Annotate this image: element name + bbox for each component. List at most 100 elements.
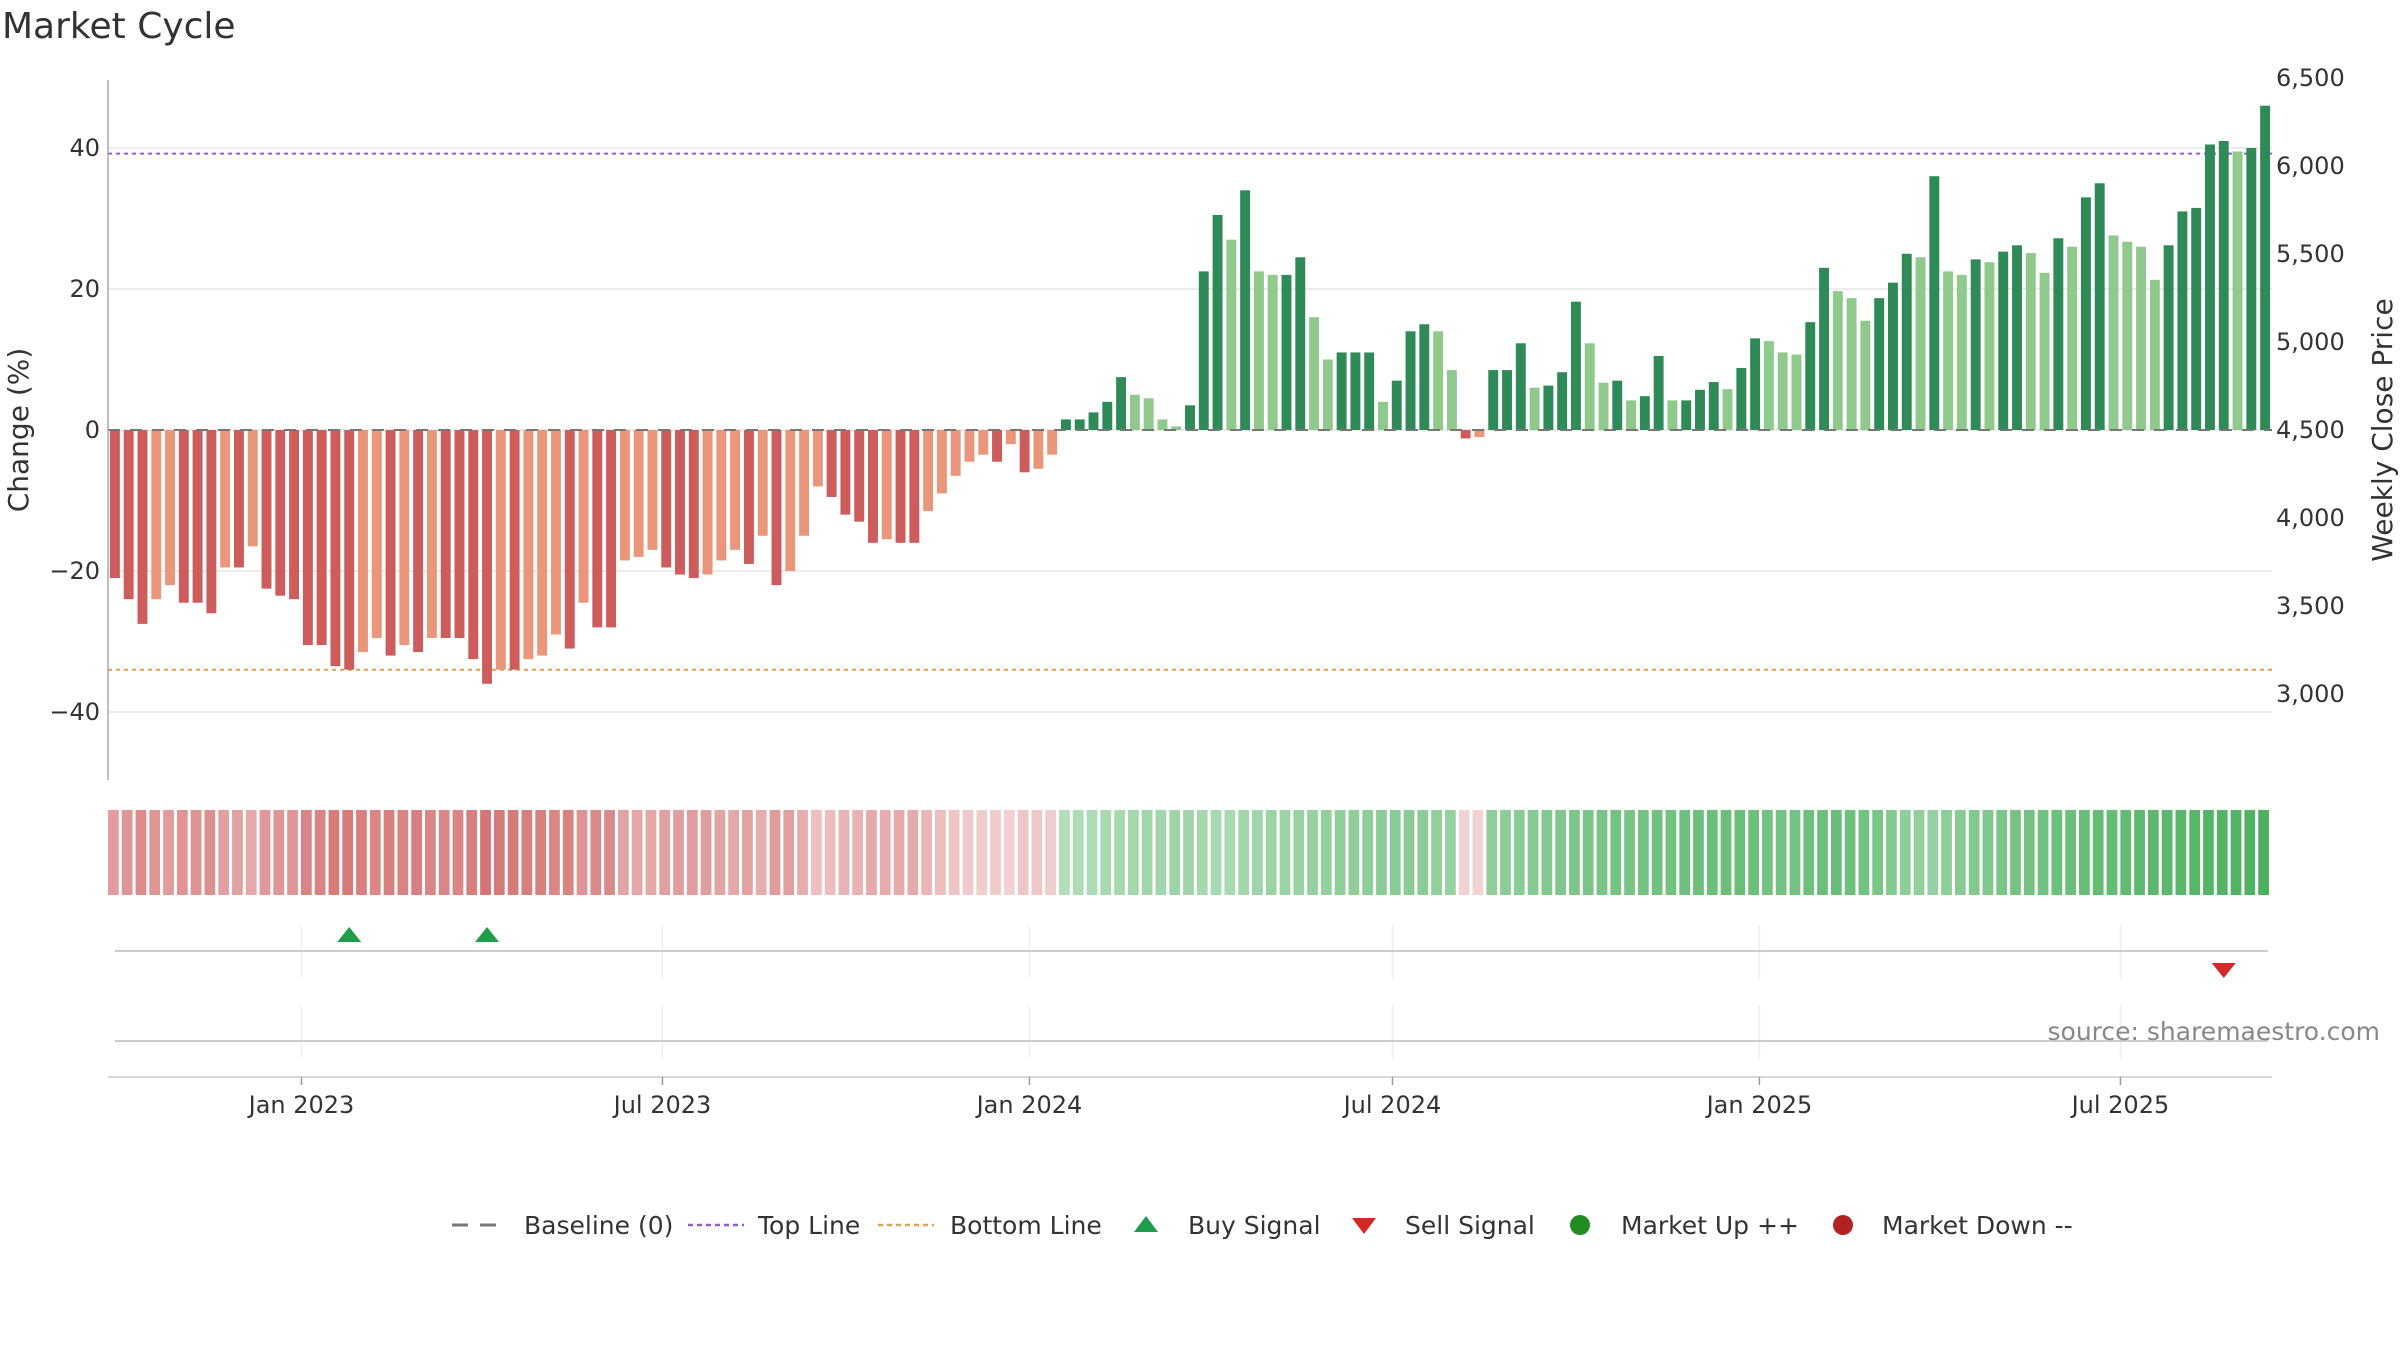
heat-cell: [1789, 810, 1801, 895]
heat-cell: [1500, 810, 1511, 895]
heat-cell: [1127, 810, 1139, 895]
bar: [2122, 241, 2133, 430]
bar: [454, 430, 465, 638]
heat-cell: [1114, 810, 1125, 895]
bar: [964, 430, 975, 462]
heat-cell: [631, 810, 643, 895]
bar: [2080, 197, 2091, 430]
bar: [647, 430, 658, 550]
bar: [1777, 352, 1788, 430]
bar: [330, 430, 341, 667]
bar: [1984, 262, 1995, 430]
bar: [1929, 176, 1940, 430]
bar: [1708, 382, 1719, 430]
bar: [1681, 400, 1692, 430]
heat-cell: [1486, 810, 1498, 895]
source-label: source: sharemaestro.com: [2048, 1017, 2381, 1046]
heat-cell: [1858, 810, 1870, 895]
heat-cell: [1665, 810, 1677, 895]
bar: [1047, 430, 1058, 455]
bar: [1626, 400, 1637, 430]
heat-cell: [300, 810, 312, 895]
heat-cell: [438, 810, 450, 895]
heat-cell: [218, 810, 230, 895]
heat-cell: [824, 810, 836, 895]
heat-cell: [1279, 810, 1291, 895]
heat-cell: [1706, 810, 1718, 895]
heat-cell: [755, 810, 767, 895]
bar: [2177, 211, 2188, 430]
heat-cell: [879, 810, 891, 895]
heat-cell: [1541, 810, 1553, 895]
heat-cell: [1169, 810, 1181, 895]
heat-cell: [2134, 810, 2145, 895]
bar: [1419, 324, 1430, 430]
buy-signal-marker: [337, 927, 362, 942]
bar: [1639, 396, 1650, 430]
bar: [358, 430, 368, 653]
heat-cell: [1444, 810, 1456, 895]
bar: [1722, 389, 1733, 430]
y-right-tick-label: 3,000: [2276, 680, 2345, 708]
bar: [550, 430, 561, 635]
heat-cell: [1872, 810, 1884, 895]
bar: [2108, 235, 2119, 430]
legend-label: Baseline (0): [524, 1211, 673, 1240]
heat-cell: [962, 810, 974, 895]
heat-cell: [1610, 810, 1622, 895]
heat-cell: [535, 810, 547, 895]
heat-cell: [2203, 810, 2214, 895]
heat-cell: [1431, 810, 1442, 895]
heat-strip: [108, 810, 2269, 895]
heat-cell: [2023, 810, 2035, 895]
heat-cell: [2258, 810, 2269, 895]
bars-layer: [108, 105, 2272, 684]
bar: [1198, 271, 1209, 430]
heat-cell: [935, 810, 946, 895]
bar: [1612, 380, 1623, 430]
heat-cell: [2079, 810, 2090, 895]
bar: [2218, 140, 2229, 430]
bar: [123, 430, 134, 600]
heat-cell: [1031, 810, 1043, 895]
heat-cell: [1389, 810, 1401, 895]
bar: [1391, 380, 1402, 430]
bar: [854, 430, 865, 522]
bar: [1281, 274, 1292, 430]
heat-cell: [480, 810, 491, 895]
bar: [1805, 322, 1816, 430]
bar: [2149, 279, 2160, 430]
bar: [1763, 341, 1774, 430]
bar: [1736, 367, 1747, 430]
bar: [1446, 370, 1457, 430]
heat-cell: [1307, 810, 1318, 895]
bar: [509, 430, 520, 670]
heat-cell: [1265, 810, 1277, 895]
bar: [1543, 385, 1554, 430]
legend-buy-swatch: [1134, 1216, 1158, 1232]
bar: [661, 430, 672, 568]
bar: [1598, 382, 1609, 430]
bar: [1860, 320, 1871, 430]
heat-cell: [273, 810, 285, 895]
bar: [1102, 401, 1113, 430]
bar: [1212, 214, 1223, 430]
bar: [578, 430, 589, 603]
heat-cell: [1720, 810, 1732, 895]
heat-cell: [1762, 810, 1773, 895]
bar: [1515, 343, 1526, 430]
bar: [289, 430, 300, 600]
bar: [1116, 377, 1127, 430]
legend: Baseline (0) Top Line Bottom Line Buy Signa…: [452, 1211, 2073, 1240]
bar: [1584, 343, 1595, 430]
y-left-tick-label: 0: [85, 416, 100, 444]
heat-cell: [1100, 810, 1112, 895]
heat-cell: [1224, 810, 1236, 895]
y-right-tick-label: 4,500: [2276, 416, 2345, 444]
bar: [799, 430, 810, 536]
buy-signal-marker: [475, 927, 500, 942]
legend-label: Top Line: [757, 1211, 860, 1240]
heat-cell: [328, 810, 340, 895]
bar: [2012, 245, 2022, 430]
bar: [1336, 352, 1347, 430]
